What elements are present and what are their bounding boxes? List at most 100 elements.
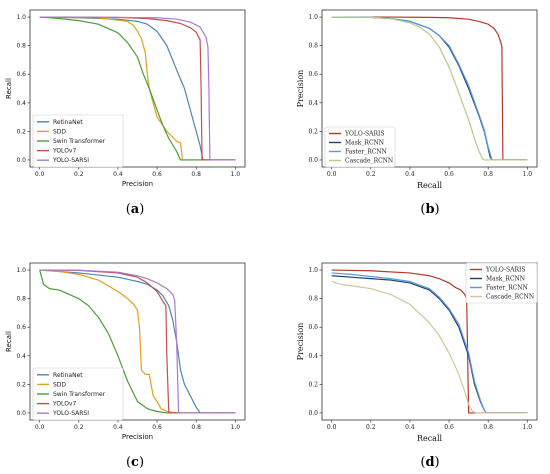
legend-entry: YOLO-SARIS [485, 267, 525, 274]
x-tick-label: 0.0 [327, 171, 337, 178]
series-line-yolo-sarsi [39, 269, 236, 414]
y-tick-label: 0.0 [308, 410, 318, 417]
legend-entry: Cascade_RCNN [486, 294, 534, 301]
y-tick-label: 0.4 [308, 100, 318, 107]
x-axis-label: Precision [122, 180, 153, 188]
y-tick-label: 0.4 [16, 100, 26, 107]
legend-box [324, 126, 396, 168]
y-tick-label: 0.2 [308, 128, 318, 135]
panel-label: (a) [126, 202, 145, 217]
legend-entry: YOLO-SARSI [52, 157, 89, 164]
legend-entry: Swin Transformer [53, 138, 106, 145]
x-tick-label: 0.6 [444, 171, 454, 178]
y-tick-label: 0.8 [16, 43, 26, 50]
panel-label-close: ) [435, 202, 440, 217]
x-tick-label: 0.6 [444, 424, 454, 431]
x-tick-label: 0.4 [113, 424, 123, 431]
x-tick-label: 0.2 [74, 424, 84, 431]
legend-entry: RetinaNet [53, 372, 83, 379]
plot-frame [29, 262, 246, 421]
legend-entry: Cascade_RCNN [345, 158, 393, 165]
panel-label: (c) [126, 455, 144, 470]
x-tick-label: 0.8 [191, 171, 201, 178]
legend-entry: SDD [53, 128, 66, 135]
chart-panel-b: 0.0 0.2 0.4 0.6 0.8 1.0 0.0 0.2 0.4 0.6 0.8 1.0 Reca… [296, 9, 538, 217]
x-tick-label: 1.0 [523, 171, 533, 178]
x-tick-label: 0.4 [405, 424, 415, 431]
series-line-cascade-rcnn [331, 16, 528, 161]
panel-label-close: ) [435, 455, 440, 470]
x-tick-label: 0.8 [191, 424, 201, 431]
plot-frame [321, 9, 538, 168]
y-tick-label: 0.6 [16, 71, 26, 78]
series-line-yolo-saris [331, 269, 528, 414]
x-tick-label: 1.0 [523, 424, 533, 431]
chart-panel-a: 0.0 0.2 0.4 0.6 0.8 1.0 0.0 0.2 0.4 0.6 0.8 1.0 Prec… [5, 9, 246, 217]
x-tick-label: 0.2 [366, 424, 376, 431]
chart-panel-c: 0.0 0.2 0.4 0.6 0.8 1.0 0.0 0.2 0.4 0.6 0.8 1.0 Prec… [5, 262, 246, 470]
y-tick-label: 1.0 [16, 267, 26, 274]
y-tick-label: 0.4 [308, 353, 318, 360]
panel-label: (d) [420, 455, 439, 470]
x-tick-label: 0.0 [35, 424, 45, 431]
panel-label: (b) [420, 202, 439, 217]
panel-label-open: ( [420, 202, 425, 217]
legend-entry: Swin Transformer [53, 391, 106, 398]
y-tick-label: 1.0 [308, 267, 318, 274]
legend-entry: SDD [53, 381, 66, 388]
chart-panel-d: 0.0 0.2 0.4 0.6 0.8 1.0 0.0 0.2 0.4 0.6 0.8 1.0 Reca… [296, 262, 538, 470]
x-axis-label: Recall [417, 181, 443, 190]
legend-entry: YOLOv7 [52, 148, 76, 155]
series-line-sdd [39, 16, 236, 161]
y-tick-label: 1.0 [308, 14, 318, 21]
legend-box [32, 114, 124, 168]
y-axis-label: Precision [296, 70, 305, 108]
legend-entry: Mask_RCNN [345, 140, 384, 147]
y-axis-label: Precision [296, 323, 305, 361]
legend: YOLO-SARIS Mask_RCNN Faster_RCNN Cascade_RC… [465, 262, 538, 304]
y-tick-label: 0.0 [308, 157, 318, 164]
y-tick-label: 0.8 [308, 43, 318, 50]
series-line-faster-rcnn [331, 272, 528, 414]
plot-frame [29, 9, 246, 168]
y-tick-label: 0.8 [308, 296, 318, 303]
y-tick-label: 0.6 [16, 324, 26, 331]
series-line-cascade-rcnn [331, 280, 528, 414]
legend: RetinaNet SDD Swin Transformer YOLOv7 YOLO-S… [32, 367, 124, 421]
y-tick-label: 0.4 [16, 353, 26, 360]
x-tick-label: 0.8 [483, 424, 493, 431]
x-tick-label: 0.2 [74, 171, 84, 178]
panel-label-close: ) [139, 202, 144, 217]
series-line-retinanet [39, 269, 236, 414]
series-line-sdd [39, 269, 236, 414]
x-tick-label: 0.4 [113, 171, 123, 178]
y-axis-label: Recall [5, 78, 13, 99]
legend-entry: YOLO-SARIS [344, 131, 384, 138]
legend: YOLO-SARIS Mask_RCNN Faster_RCNN Cascade_RC… [324, 126, 396, 168]
y-tick-label: 0.2 [308, 381, 318, 388]
legend-box [465, 262, 538, 304]
x-tick-label: 1.0 [231, 171, 241, 178]
panel-label-open: ( [420, 455, 425, 470]
legend-entry: YOLOv7 [52, 401, 76, 408]
legend-box [32, 367, 124, 421]
x-tick-label: 0.4 [405, 171, 415, 178]
y-tick-label: 0.2 [16, 128, 26, 135]
legend-entry: Faster_RCNN [486, 285, 528, 292]
y-tick-label: 0.8 [16, 296, 26, 303]
y-tick-label: 0.6 [308, 324, 318, 331]
y-tick-label: 0.0 [16, 410, 26, 417]
y-tick-label: 0.6 [308, 71, 318, 78]
series-line-yolo-sarsi [39, 16, 236, 161]
y-tick-label: 1.0 [16, 14, 26, 21]
panel-label-letter: b [425, 202, 434, 217]
panel-label-letter: d [425, 455, 434, 470]
x-axis-label: Precision [122, 433, 153, 441]
panel-label-close: ) [139, 455, 144, 470]
panel-label-letter: a [131, 202, 140, 217]
y-tick-label: 0.0 [16, 157, 26, 164]
legend: RetinaNet SDD Swin Transformer YOLOv7 YOLO-S… [32, 114, 124, 168]
x-tick-label: 0.6 [152, 171, 162, 178]
legend-entry: YOLO-SARSI [52, 410, 89, 417]
